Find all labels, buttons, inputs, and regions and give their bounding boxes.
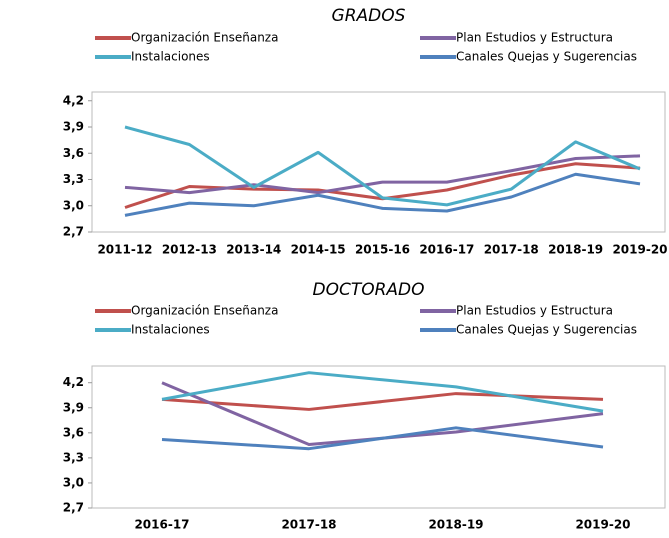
series-line	[161, 426, 604, 451]
legend-label: Instalaciones	[131, 50, 210, 64]
y-tick-label: 2,7	[63, 501, 84, 515]
legend-label: Organización Enseñanza	[131, 304, 278, 318]
series-line	[161, 371, 604, 413]
y-tick-label: 3,6	[63, 146, 84, 160]
x-tick-label: 2012-13	[162, 243, 217, 257]
x-tick-label: 2019-20	[612, 243, 667, 257]
series-line	[161, 392, 604, 411]
y-tick-label: 4,2	[63, 93, 84, 107]
x-tick-label: 2017-18	[281, 518, 336, 532]
legend-label: Plan Estudios y Estructura	[456, 304, 613, 318]
y-tick-label: 3,6	[63, 425, 84, 439]
x-tick-label: 2016-17	[419, 243, 474, 257]
y-tick-label: 2,7	[63, 225, 84, 239]
legend-label: Plan Estudios y Estructura	[456, 31, 613, 45]
x-tick-label: 2019-20	[575, 518, 630, 532]
series-line	[161, 381, 604, 447]
series-line	[124, 162, 641, 209]
series-line	[124, 154, 641, 195]
chart-title: GRADOS	[332, 6, 406, 26]
legend-label: Instalaciones	[131, 323, 210, 337]
legend-label: Canales Quejas y Sugerencias	[456, 50, 637, 64]
legend-label: Organización Enseñanza	[131, 31, 278, 45]
x-tick-label: 2017-18	[484, 243, 539, 257]
x-tick-label: 2014-15	[291, 243, 346, 257]
legend-label: Canales Quejas y Sugerencias	[456, 323, 637, 337]
series-line	[124, 172, 641, 217]
y-tick-label: 3,9	[63, 120, 84, 134]
y-tick-label: 4,2	[63, 375, 84, 389]
x-tick-label: 2018-19	[548, 243, 603, 257]
plot-frame	[91, 365, 666, 509]
series-line	[124, 125, 641, 207]
y-tick-label: 3,3	[63, 450, 84, 464]
y-tick-label: 3,3	[63, 172, 84, 186]
y-tick-label: 3,0	[63, 475, 84, 489]
y-tick-label: 3,9	[63, 400, 84, 414]
x-tick-label: 2016-17	[134, 518, 189, 532]
x-tick-label: 2013-14	[226, 243, 281, 257]
y-tick-label: 3,0	[63, 198, 84, 212]
x-tick-label: 2015-16	[355, 243, 410, 257]
plot-frame	[91, 91, 666, 233]
x-tick-label: 2011-12	[97, 243, 152, 257]
x-tick-label: 2018-19	[428, 518, 483, 532]
chart-title: DOCTORADO	[312, 280, 424, 300]
